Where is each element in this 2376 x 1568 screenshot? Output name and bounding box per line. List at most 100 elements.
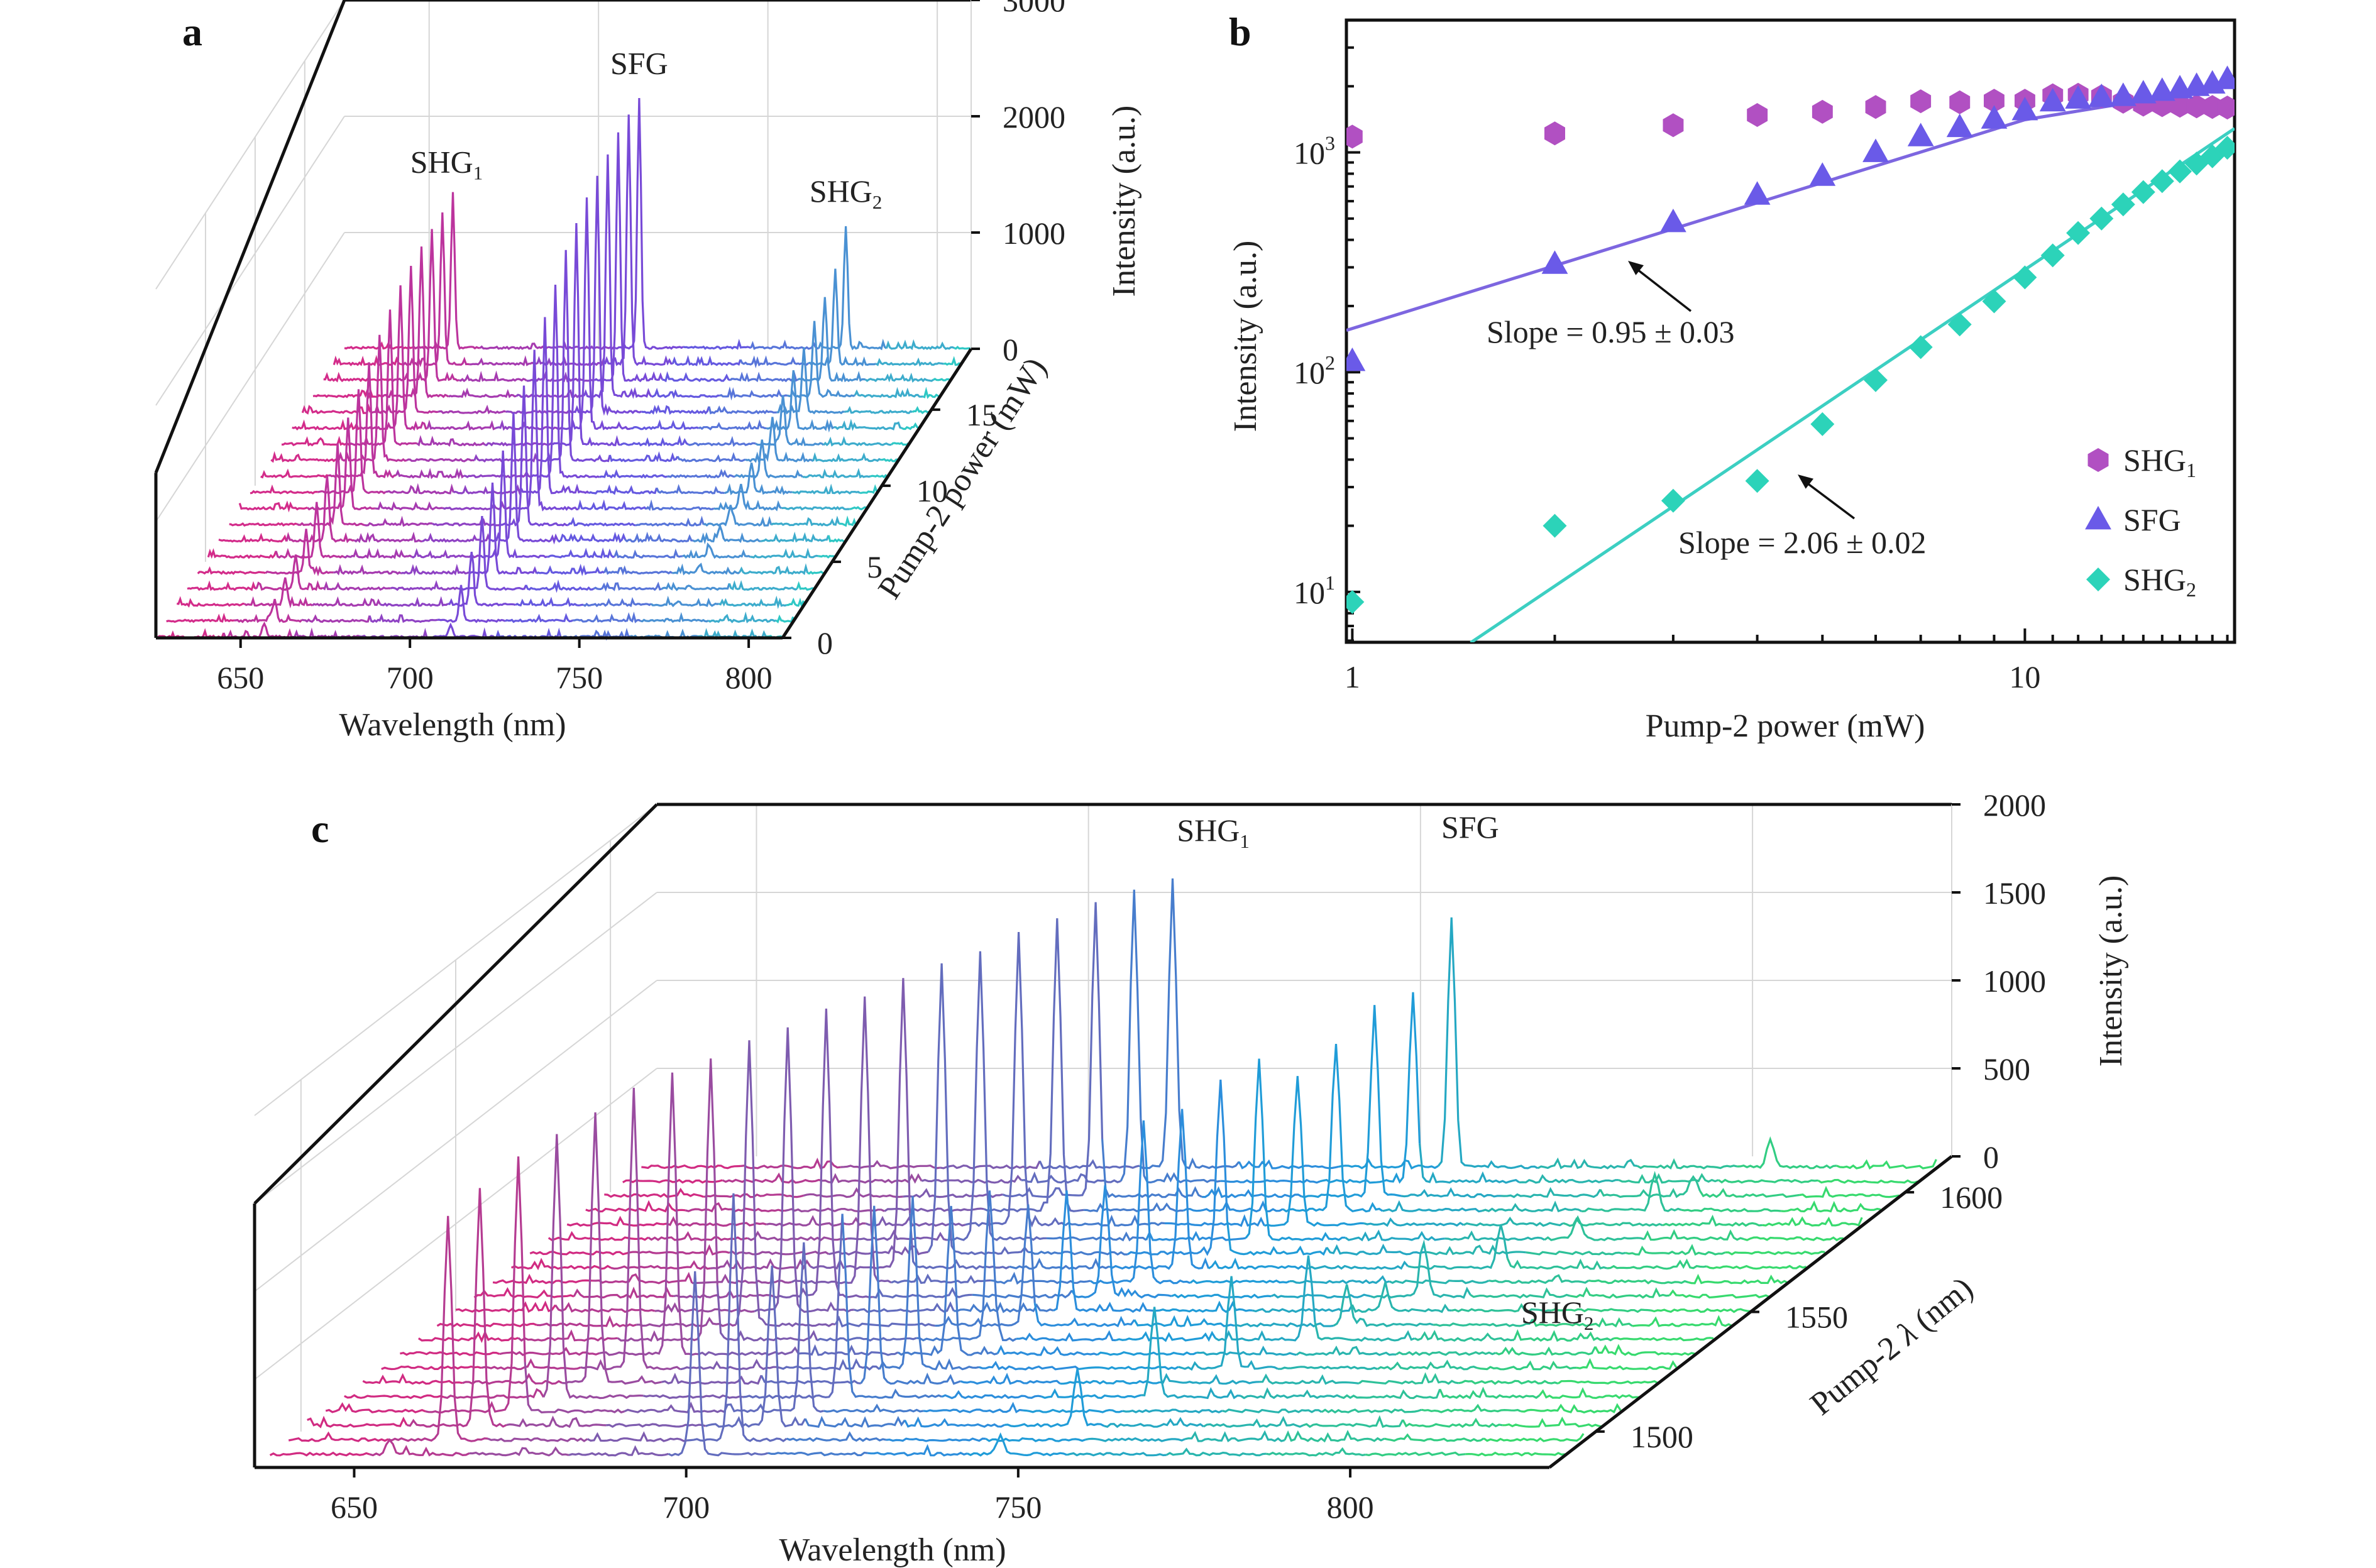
spectrum-segment xyxy=(1207,1258,1309,1270)
data-point-shg1 xyxy=(1910,89,1932,114)
spectrum-segment xyxy=(1307,1260,1409,1270)
spectrum-segment xyxy=(380,596,449,607)
x-tick-label: 750 xyxy=(556,660,603,695)
spectrum-segment xyxy=(563,197,632,430)
spectrum-trace xyxy=(455,1027,1751,1313)
spectrum-segment xyxy=(859,484,878,495)
spectrum-segment xyxy=(1506,1258,1608,1270)
spectrum-segment xyxy=(490,412,559,545)
panel-a-spectra xyxy=(155,97,972,641)
panel-b-plot: 1 10 101 102 103 Slope = 0.95 ± 0.03 Slope = 2… xyxy=(1294,18,2236,694)
spectrum-segment xyxy=(672,562,740,576)
panel-c: c 650 700 750 800 1500 1550 1600 0 500 1000 1500 20… xyxy=(253,787,2129,1568)
spectrum-segment xyxy=(849,506,867,511)
spectrum-segment xyxy=(1023,1408,1123,1413)
data-point-sfg xyxy=(1862,138,1889,162)
spectrum-segment xyxy=(436,1322,537,1328)
spectrum-segment xyxy=(1115,1330,1216,1342)
spectrum-segment xyxy=(705,1265,806,1428)
x-tick-label: 800 xyxy=(725,660,773,695)
spectrum-segment xyxy=(679,1359,781,1371)
spectrum-segment xyxy=(1699,1188,1800,1198)
spectrum-segment xyxy=(510,349,579,512)
spectrum-segment xyxy=(943,356,961,366)
data-point-sfg xyxy=(2214,65,2235,89)
spectrum-segment xyxy=(562,1112,662,1385)
spectrum-segment xyxy=(323,371,392,383)
panel-c-zlabel: Intensity (a.u.) xyxy=(2093,875,2129,1067)
peak-label-shg1: SHG1 xyxy=(410,145,483,184)
spectrum-segment xyxy=(1002,902,1104,1198)
spectrum-segment xyxy=(448,387,517,398)
spectrum-segment xyxy=(479,343,549,351)
spectrum-segment xyxy=(281,436,350,447)
panel-b-xlabel: Pump-2 power (mW) xyxy=(1646,708,1925,744)
spectrum-segment xyxy=(568,1445,669,1457)
spectrum-segment xyxy=(437,584,506,623)
spectrum-trace xyxy=(622,889,1918,1184)
spectrum-segment xyxy=(573,611,642,623)
spectrum-segment xyxy=(547,547,615,559)
spectrum-segment xyxy=(1426,1244,1526,1256)
spectrum-segment xyxy=(642,1394,743,1400)
spectrum-segment xyxy=(1365,1451,1466,1457)
data-point-shg2 xyxy=(2066,221,2091,245)
spectrum-segment xyxy=(891,1273,991,1285)
spectrum-segment xyxy=(911,406,930,415)
spectrum-segment xyxy=(1444,1230,1546,1241)
legend-marker-sfg xyxy=(2085,506,2111,530)
spectrum-segment xyxy=(1214,1255,1316,1342)
spectrum-segment xyxy=(468,482,538,575)
spectrum-segment xyxy=(671,355,742,366)
spectrum-segment xyxy=(667,468,735,479)
data-point-shg2 xyxy=(1810,412,1835,436)
spectrum-trace xyxy=(166,584,795,624)
spectrum-segment xyxy=(734,439,804,479)
y-tick-label: 15 xyxy=(966,397,998,432)
spectrum-segment xyxy=(812,452,882,463)
spectrum-segment xyxy=(802,468,871,479)
spectrum-trace xyxy=(269,1271,1565,1457)
spectrum-segment xyxy=(927,963,1029,1256)
spectrum-segment xyxy=(269,1451,370,1457)
spectrum-segment xyxy=(847,1229,947,1241)
spectrum-segment xyxy=(822,1173,923,1184)
spectrum-segment xyxy=(773,1008,873,1299)
data-point-sfg xyxy=(1907,123,1934,146)
spectrum-segment xyxy=(1009,1258,1110,1270)
spectrum-segment xyxy=(1338,1158,1439,1170)
spectrum-segment xyxy=(1282,1043,1383,1213)
spectrum-segment xyxy=(218,532,288,543)
spectrum-segment xyxy=(333,564,402,576)
spectrum-segment xyxy=(620,435,689,447)
spectrum-segment xyxy=(567,517,636,527)
y-tick-label: 0 xyxy=(817,625,833,661)
data-point-shg1 xyxy=(1812,99,1833,124)
data-point-shg2 xyxy=(1745,469,1769,493)
spectrum-segment xyxy=(400,1351,500,1356)
spectrum-segment xyxy=(1089,1120,1191,1285)
spectrum-segment xyxy=(529,1250,630,1256)
spectrum-segment xyxy=(954,1302,1054,1313)
axis-edge xyxy=(154,0,346,474)
spectrum-segment xyxy=(803,1187,903,1198)
spectrum-segment xyxy=(1532,1317,1633,1328)
z-tick-label: 1500 xyxy=(1983,875,2046,911)
spectrum-segment xyxy=(1576,1357,1678,1371)
panel-c-spectra xyxy=(269,878,1937,1457)
spectrum-segment xyxy=(1202,1186,1302,1198)
spectrum-segment xyxy=(1737,1136,1837,1170)
data-point-shg2 xyxy=(1982,289,2006,314)
legend-marker-shg1 xyxy=(2087,448,2109,472)
spectrum-segment xyxy=(388,1215,488,1442)
spectrum-segment xyxy=(469,355,538,366)
spectrum-segment xyxy=(1470,1287,1571,1299)
data-point-sfg xyxy=(1541,250,1568,274)
spectrum-segment xyxy=(177,596,245,608)
spectrum-segment xyxy=(979,1361,1080,1371)
panel-c-ylabel: Pump-2 λ (nm) xyxy=(1804,1270,1980,1422)
spectrum-segment xyxy=(1588,1279,1689,1285)
spectrum-segment xyxy=(1220,1178,1321,1184)
spectrum-segment xyxy=(416,435,486,447)
